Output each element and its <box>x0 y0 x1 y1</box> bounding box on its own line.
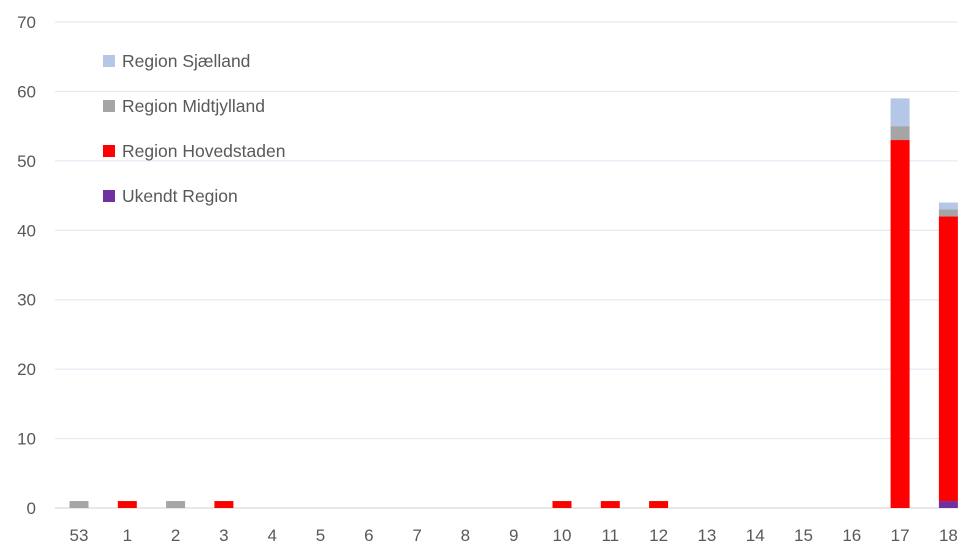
y-tick-label: 30 <box>17 291 36 310</box>
x-tick-label: 2 <box>171 526 180 545</box>
x-tick-label: 53 <box>70 526 89 545</box>
bar-segment <box>938 202 958 210</box>
y-axis-ticks: 0 10 20 30 40 50 60 70 <box>17 13 36 518</box>
x-tick-label: 14 <box>746 526 765 545</box>
x-tick-label: 8 <box>461 526 470 545</box>
legend-swatch <box>103 55 115 67</box>
y-tick-label: 50 <box>17 152 36 171</box>
x-tick-label: 11 <box>601 526 619 545</box>
x-tick-label: 3 <box>219 526 228 545</box>
bar-segment <box>938 209 958 217</box>
bar-segment <box>69 501 89 508</box>
x-tick-label: 1 <box>123 526 132 545</box>
legend-label: Region Hovedstaden <box>122 141 285 161</box>
legend-swatch <box>103 190 115 202</box>
bar-segment <box>649 501 669 508</box>
bar-segment <box>600 501 620 508</box>
x-tick-label: 15 <box>794 526 813 545</box>
x-tick-label: 7 <box>412 526 421 545</box>
legend-swatch <box>103 145 115 157</box>
x-axis-ticks: 53 1 2 3 4 5 6 7 8 9 10 11 12 13 14 15 16 17 18 <box>70 526 958 545</box>
bars <box>69 98 958 508</box>
bar-segment <box>117 501 137 508</box>
bar-segment <box>890 126 910 141</box>
x-tick-label: 5 <box>316 526 325 545</box>
y-tick-label: 60 <box>17 82 36 101</box>
y-tick-label: 70 <box>17 13 36 32</box>
y-tick-label: 0 <box>27 499 36 518</box>
legend-label: Ukendt Region <box>122 186 238 206</box>
y-tick-label: 20 <box>17 360 36 379</box>
x-tick-label: 4 <box>267 526 276 545</box>
bar-segment <box>890 140 910 508</box>
gridlines <box>55 21 958 509</box>
bar-segment <box>938 216 958 502</box>
legend-label: Region Sjælland <box>122 51 250 71</box>
x-tick-label: 18 <box>939 526 958 545</box>
legend: Region Sjælland Region Midtjylland Region … <box>103 51 285 206</box>
bar-segment <box>214 501 234 508</box>
legend-swatch <box>103 100 115 112</box>
bar-segment <box>552 501 572 508</box>
x-tick-label: 6 <box>364 526 373 545</box>
x-tick-label: 13 <box>697 526 716 545</box>
bar-segment <box>938 501 958 508</box>
bar-segment <box>166 501 186 508</box>
bar-segment <box>890 98 910 127</box>
y-tick-label: 40 <box>17 221 36 240</box>
y-tick-label: 10 <box>17 430 36 449</box>
x-tick-label: 10 <box>553 526 572 545</box>
legend-label: Region Midtjylland <box>122 96 265 116</box>
x-tick-label: 9 <box>509 526 518 545</box>
x-tick-label: 12 <box>649 526 668 545</box>
x-tick-label: 16 <box>842 526 861 545</box>
x-tick-label: 17 <box>891 526 910 545</box>
